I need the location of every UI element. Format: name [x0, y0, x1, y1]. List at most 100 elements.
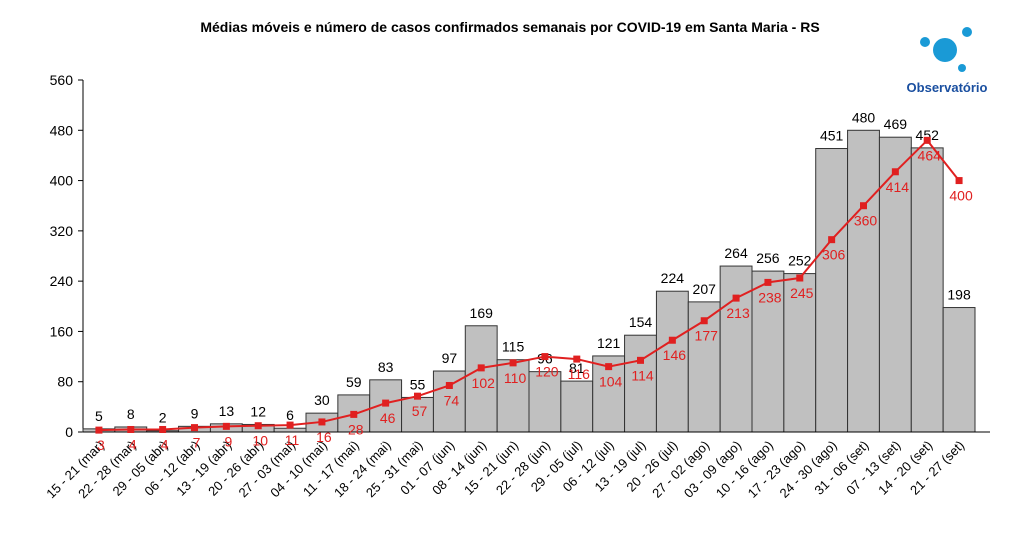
bar-label: 264 [724, 245, 748, 261]
line-marker [891, 168, 899, 176]
bar [942, 307, 976, 433]
bar-label: 8 [127, 406, 135, 422]
bar-label: 9 [191, 405, 199, 421]
bar-label: 207 [693, 281, 717, 297]
bar [878, 136, 912, 433]
line-marker [222, 422, 230, 430]
logo-icon [920, 37, 930, 47]
bar-label: 154 [629, 314, 653, 330]
bar [847, 129, 880, 433]
bar-label: 469 [884, 116, 908, 132]
logo-text: Observatório [907, 80, 988, 95]
bar-label: 480 [852, 109, 876, 125]
line-label: 177 [695, 328, 719, 344]
line-label: 46 [380, 410, 396, 426]
bar-label: 55 [410, 376, 426, 392]
line-label: 245 [790, 285, 814, 301]
line-marker [828, 236, 836, 244]
line-marker [668, 336, 676, 344]
line-label: 414 [886, 179, 910, 195]
line-marker [286, 421, 294, 429]
line-label: 306 [822, 247, 846, 263]
bar [432, 370, 466, 433]
line-marker [605, 363, 613, 371]
bar [815, 148, 849, 433]
logo-icon [933, 38, 957, 62]
line-marker [318, 418, 326, 426]
bar [496, 359, 530, 433]
line-marker [637, 356, 644, 364]
line-label: 3 [97, 437, 105, 453]
line-marker [254, 422, 262, 430]
line-label: 213 [726, 305, 750, 321]
line-label: 116 [568, 366, 591, 382]
line-label: 4 [161, 436, 169, 452]
bar-label: 198 [947, 287, 971, 303]
y-tick-label: 240 [50, 273, 74, 289]
bar [624, 334, 657, 433]
y-tick-label: 560 [50, 72, 74, 88]
bar [560, 380, 594, 433]
bar-label: 169 [470, 305, 494, 321]
line-label: 104 [599, 374, 623, 390]
logo: Observatório [907, 27, 988, 95]
bar-label: 59 [346, 374, 362, 390]
line-marker [382, 399, 390, 407]
bar-label: 452 [916, 127, 940, 143]
bar-label: 30 [314, 392, 330, 408]
line-label: 11 [285, 432, 300, 448]
line-label: 9 [224, 433, 232, 449]
y-tick-label: 320 [50, 223, 74, 239]
bar-label: 97 [442, 350, 458, 366]
line-marker [414, 392, 421, 400]
bar-label: 83 [378, 359, 394, 375]
line-label: 110 [504, 370, 527, 386]
line-label: 74 [444, 392, 460, 408]
bar-label: 121 [597, 335, 621, 351]
y-tick-label: 160 [50, 323, 74, 339]
line-label: 464 [918, 147, 942, 163]
bar-label: 224 [661, 270, 685, 286]
line-marker [573, 355, 581, 363]
line-marker [95, 426, 103, 434]
line-marker [732, 294, 740, 302]
bar [528, 371, 562, 433]
line-marker [127, 425, 135, 433]
line-label: 120 [535, 364, 559, 380]
line-marker [191, 424, 198, 432]
line-label: 7 [193, 435, 201, 451]
logo-icon [962, 27, 972, 37]
bar-label: 252 [788, 253, 812, 269]
line-marker [350, 410, 358, 418]
bar-label: 451 [820, 128, 844, 144]
line-marker [923, 136, 931, 144]
line-label: 4 [129, 436, 137, 452]
line-marker [796, 274, 804, 282]
bar [655, 290, 689, 433]
line-label: 114 [631, 367, 654, 383]
chart-title: Médias móveis e número de casos confirma… [200, 19, 819, 35]
y-tick-label: 480 [50, 122, 74, 138]
line [98, 138, 960, 432]
line-label: 400 [949, 188, 973, 204]
bar [719, 265, 753, 433]
line-marker [955, 177, 963, 185]
line-marker [445, 381, 453, 389]
bar-label: 115 [502, 339, 525, 355]
line-marker [509, 359, 517, 367]
line-marker [700, 317, 708, 325]
bar-label: 256 [756, 250, 780, 266]
bar-label: 6 [286, 407, 294, 423]
line-label: 238 [758, 289, 782, 305]
line-label: 10 [252, 433, 268, 449]
y-tick-label: 0 [65, 424, 73, 440]
line-label: 146 [663, 347, 687, 363]
bar [401, 396, 434, 433]
line-label: 102 [472, 375, 496, 391]
y-tick-label: 80 [57, 374, 73, 390]
line-label: 28 [348, 421, 364, 437]
line-label: 16 [316, 429, 332, 445]
bar [910, 147, 944, 433]
bar-label: 13 [219, 403, 235, 419]
